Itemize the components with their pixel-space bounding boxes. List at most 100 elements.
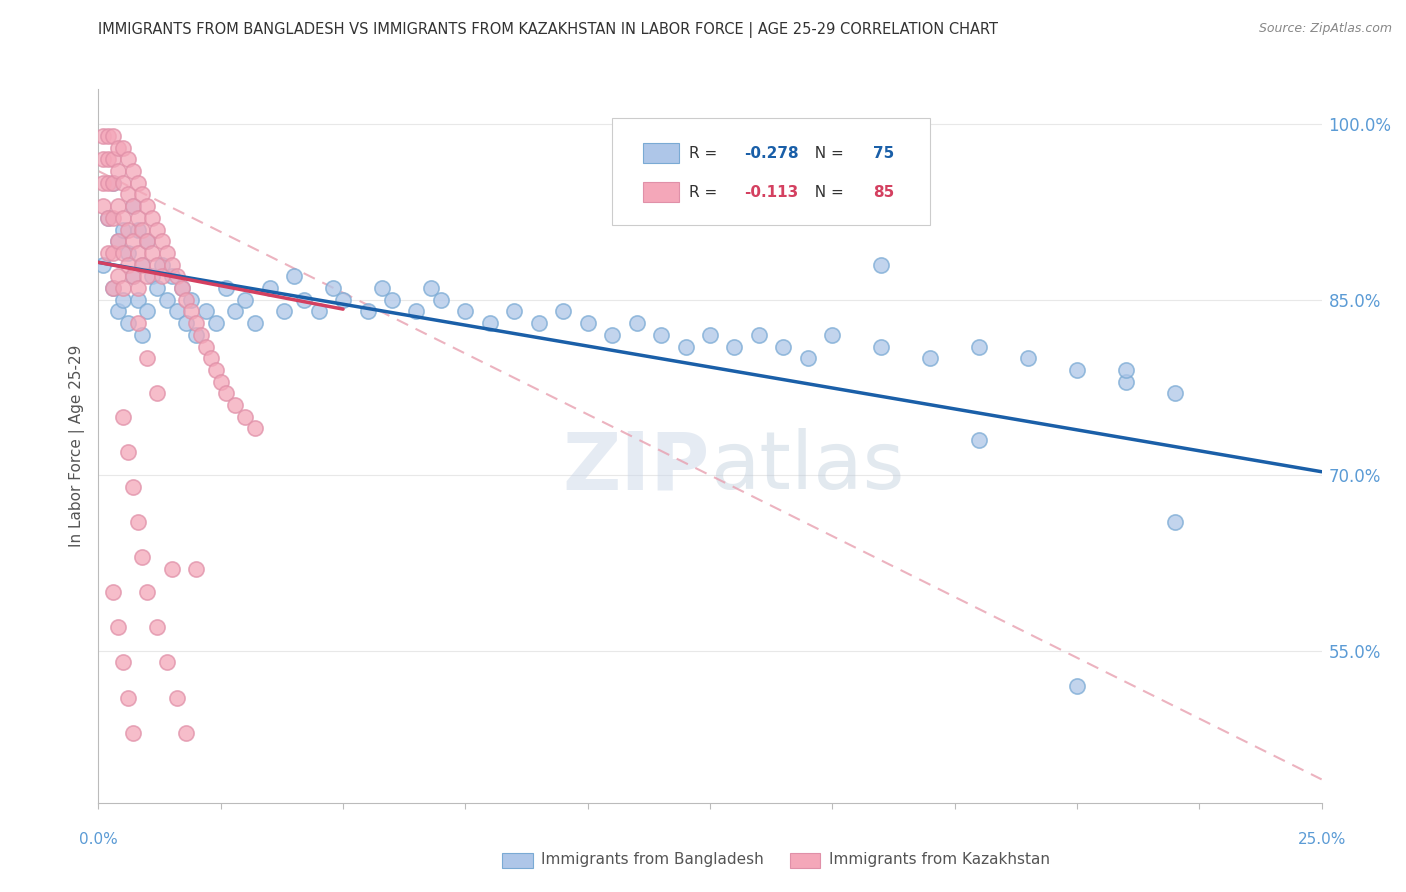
Point bbox=[166, 269, 188, 284]
Point bbox=[821, 327, 844, 342]
Point bbox=[141, 211, 163, 225]
Point bbox=[527, 316, 550, 330]
Point bbox=[127, 281, 149, 295]
Text: IMMIGRANTS FROM BANGLADESH VS IMMIGRANTS FROM KAZAKHSTAN IN LABOR FORCE | AGE 25: IMMIGRANTS FROM BANGLADESH VS IMMIGRANTS… bbox=[98, 22, 998, 38]
Point bbox=[111, 281, 134, 295]
Point bbox=[127, 293, 149, 307]
Point bbox=[127, 176, 149, 190]
Point bbox=[127, 246, 149, 260]
Point bbox=[186, 316, 208, 330]
Point bbox=[131, 258, 153, 272]
Point bbox=[101, 281, 124, 295]
Point bbox=[430, 293, 453, 307]
Point bbox=[127, 316, 149, 330]
Text: atlas: atlas bbox=[710, 428, 904, 507]
Point bbox=[503, 304, 526, 318]
Point bbox=[308, 304, 330, 318]
Point bbox=[870, 258, 893, 272]
Point bbox=[91, 128, 114, 143]
Point bbox=[121, 234, 143, 248]
Point bbox=[1017, 351, 1039, 366]
Point bbox=[243, 316, 266, 330]
Point bbox=[292, 293, 315, 307]
Point bbox=[141, 246, 163, 260]
Point bbox=[136, 234, 159, 248]
Point bbox=[1066, 679, 1088, 693]
Point bbox=[101, 246, 124, 260]
Point bbox=[420, 281, 443, 295]
Point bbox=[160, 562, 183, 576]
Point bbox=[576, 316, 599, 330]
Point bbox=[111, 246, 134, 260]
Point bbox=[101, 176, 124, 190]
Text: Source: ZipAtlas.com: Source: ZipAtlas.com bbox=[1258, 22, 1392, 36]
Point bbox=[97, 153, 120, 167]
Point bbox=[131, 258, 153, 272]
Point bbox=[91, 176, 114, 190]
Y-axis label: In Labor Force | Age 25-29: In Labor Force | Age 25-29 bbox=[69, 345, 86, 547]
Point bbox=[111, 141, 134, 155]
Point bbox=[1115, 363, 1137, 377]
Point bbox=[107, 234, 129, 248]
FancyBboxPatch shape bbox=[790, 853, 820, 869]
Point bbox=[101, 153, 124, 167]
Point bbox=[166, 690, 188, 705]
Point bbox=[91, 258, 114, 272]
Point bbox=[127, 211, 149, 225]
Point bbox=[97, 176, 120, 190]
Point bbox=[121, 269, 143, 284]
Point bbox=[117, 222, 139, 236]
Point bbox=[101, 176, 124, 190]
Point bbox=[205, 316, 228, 330]
Text: Immigrants from Bangladesh: Immigrants from Bangladesh bbox=[541, 853, 763, 867]
Point bbox=[111, 176, 134, 190]
Point bbox=[259, 281, 281, 295]
Point bbox=[233, 293, 256, 307]
Point bbox=[675, 340, 697, 354]
FancyBboxPatch shape bbox=[643, 143, 679, 162]
Point bbox=[107, 620, 129, 634]
Point bbox=[214, 281, 236, 295]
Point bbox=[190, 327, 212, 342]
Point bbox=[91, 153, 114, 167]
Text: ZIP: ZIP bbox=[562, 428, 710, 507]
Point bbox=[121, 725, 143, 739]
Point bbox=[117, 258, 139, 272]
Point bbox=[233, 409, 256, 424]
Text: 85: 85 bbox=[873, 186, 894, 200]
Point bbox=[1164, 515, 1187, 529]
Text: 75: 75 bbox=[873, 146, 894, 161]
Point bbox=[97, 211, 120, 225]
Point bbox=[214, 386, 236, 401]
Point bbox=[699, 327, 721, 342]
Point bbox=[381, 293, 404, 307]
Point bbox=[117, 187, 139, 202]
Point bbox=[101, 585, 124, 599]
Point bbox=[205, 363, 228, 377]
Point bbox=[146, 620, 169, 634]
Point bbox=[160, 258, 183, 272]
Point bbox=[97, 211, 120, 225]
Point bbox=[273, 304, 295, 318]
Point bbox=[180, 293, 202, 307]
Point bbox=[111, 222, 134, 236]
Text: Immigrants from Kazakhstan: Immigrants from Kazakhstan bbox=[828, 853, 1050, 867]
Point bbox=[107, 141, 129, 155]
Point bbox=[180, 304, 202, 318]
Point bbox=[141, 269, 163, 284]
Point bbox=[111, 211, 134, 225]
Point bbox=[111, 409, 134, 424]
Text: N =: N = bbox=[806, 146, 849, 161]
Point bbox=[101, 281, 124, 295]
Point bbox=[170, 281, 193, 295]
Point bbox=[97, 128, 120, 143]
Point bbox=[117, 153, 139, 167]
Point bbox=[136, 351, 159, 366]
Point bbox=[920, 351, 942, 366]
Point bbox=[136, 269, 159, 284]
Point bbox=[195, 340, 218, 354]
Point bbox=[107, 234, 129, 248]
Point bbox=[553, 304, 575, 318]
Point bbox=[121, 199, 143, 213]
Point bbox=[195, 304, 218, 318]
